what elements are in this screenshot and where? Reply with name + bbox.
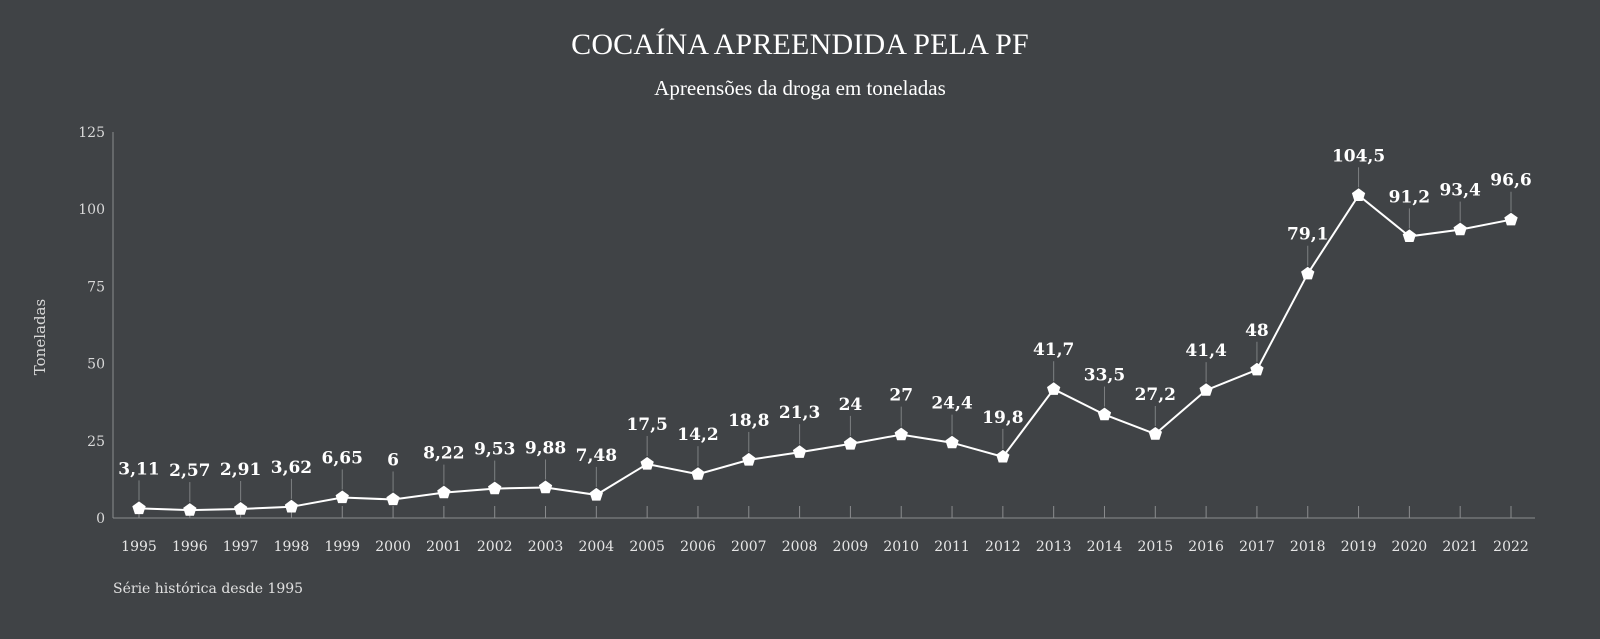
data-label: 79,1 (1287, 225, 1328, 245)
data-point (538, 480, 553, 494)
data-label: 21,3 (779, 403, 820, 423)
data-label: 2,57 (169, 461, 210, 481)
data-point (1402, 229, 1416, 242)
x-tick-label: 2003 (528, 539, 564, 555)
data-label: 6,65 (322, 448, 363, 468)
data-point (386, 492, 400, 506)
data-point (1250, 362, 1264, 376)
chart-title: COCAÍNA APREENDIDA PELA PF (571, 28, 1029, 61)
data-label: 14,2 (677, 425, 718, 445)
x-tick-label: 2016 (1188, 539, 1224, 555)
data-label: 8,22 (423, 444, 464, 464)
y-axis-label: Toneladas (31, 299, 49, 375)
data-point (691, 467, 705, 480)
data-point (1453, 222, 1467, 236)
data-label: 41,4 (1185, 341, 1227, 361)
series-line (138, 193, 1512, 512)
x-tick-label: 2002 (477, 539, 513, 555)
data-label: 3,11 (118, 459, 159, 479)
data-label: 91,2 (1389, 187, 1430, 207)
data-label: 2,91 (220, 460, 261, 480)
chart-subtitle: Apreensões da droga em toneladas (654, 76, 946, 100)
data-point (1351, 188, 1366, 201)
data-point (1301, 266, 1315, 280)
x-tick-label: 2008 (782, 539, 818, 555)
x-tick-label: 2017 (1239, 539, 1275, 555)
data-point (894, 427, 908, 441)
data-label: 24 (839, 395, 863, 415)
data-point (945, 435, 959, 449)
x-tick-label: 2021 (1442, 539, 1478, 555)
data-label: 7,48 (576, 446, 617, 466)
x-tick-label: 2018 (1290, 539, 1326, 555)
x-tick-label: 2020 (1392, 539, 1428, 555)
data-label: 96,6 (1490, 171, 1531, 191)
data-label: 27 (889, 386, 913, 406)
data-point (640, 457, 654, 470)
x-tick-label: 1995 (121, 539, 157, 555)
footnote: Série histórica desde 1995 (113, 581, 303, 597)
x-tick-label: 2011 (934, 539, 970, 555)
data-point (742, 452, 756, 466)
data-label: 3,62 (271, 458, 312, 478)
data-point (1047, 382, 1061, 395)
x-tick-label: 2014 (1087, 539, 1123, 555)
y-tick-label: 125 (78, 125, 105, 141)
data-label: 9,88 (525, 438, 566, 458)
data-point (335, 490, 349, 504)
data-label: 6 (387, 450, 399, 470)
x-tick-label: 2001 (426, 539, 462, 555)
data-point (1199, 383, 1213, 396)
x-tick-label: 2012 (985, 539, 1021, 555)
data-label: 17,5 (626, 415, 667, 435)
x-tick-label: 2015 (1137, 539, 1173, 555)
x-tick-label: 2010 (883, 539, 919, 555)
data-label: 93,4 (1439, 181, 1481, 201)
data-point (234, 502, 248, 515)
data-point (1504, 212, 1518, 226)
x-tick-label: 2019 (1341, 539, 1377, 555)
data-point (488, 481, 502, 495)
data-label: 27,2 (1135, 385, 1176, 405)
x-tick-label: 2004 (579, 539, 615, 555)
data-point (589, 487, 603, 501)
data-point (183, 503, 197, 516)
x-tick-label: 2006 (680, 539, 716, 555)
y-tick-label: 100 (78, 202, 105, 218)
x-tick-label: 2007 (731, 539, 767, 555)
x-tick-label: 1996 (172, 539, 208, 555)
data-point (1097, 407, 1112, 421)
y-tick-label: 50 (87, 357, 105, 373)
data-point (284, 499, 299, 513)
x-tick-label: 2009 (833, 539, 869, 555)
x-tick-label: 2013 (1036, 539, 1072, 555)
data-label: 48 (1245, 321, 1269, 341)
y-tick-label: 25 (87, 434, 105, 450)
data-label: 24,4 (931, 394, 973, 414)
data-label: 18,8 (728, 411, 769, 431)
y-tick-label: 0 (96, 511, 105, 527)
x-tick-label: 1997 (223, 539, 259, 555)
x-tick-label: 2005 (629, 539, 665, 555)
data-label: 104,5 (1332, 146, 1385, 166)
data-point (996, 449, 1010, 463)
data-point (437, 485, 451, 499)
data-point (1148, 427, 1162, 440)
data-label: 9,53 (474, 440, 515, 460)
x-tick-label: 2022 (1493, 539, 1529, 555)
data-point (792, 445, 807, 458)
data-label: 41,7 (1033, 340, 1074, 360)
data-point (843, 436, 858, 450)
x-tick-label: 1998 (274, 539, 310, 555)
data-label: 19,8 (982, 408, 1023, 428)
x-tick-label: 1999 (324, 539, 360, 555)
y-tick-label: 75 (87, 279, 105, 295)
data-label: 33,5 (1084, 366, 1125, 386)
x-tick-label: 2000 (375, 539, 411, 555)
data-point (132, 501, 146, 515)
